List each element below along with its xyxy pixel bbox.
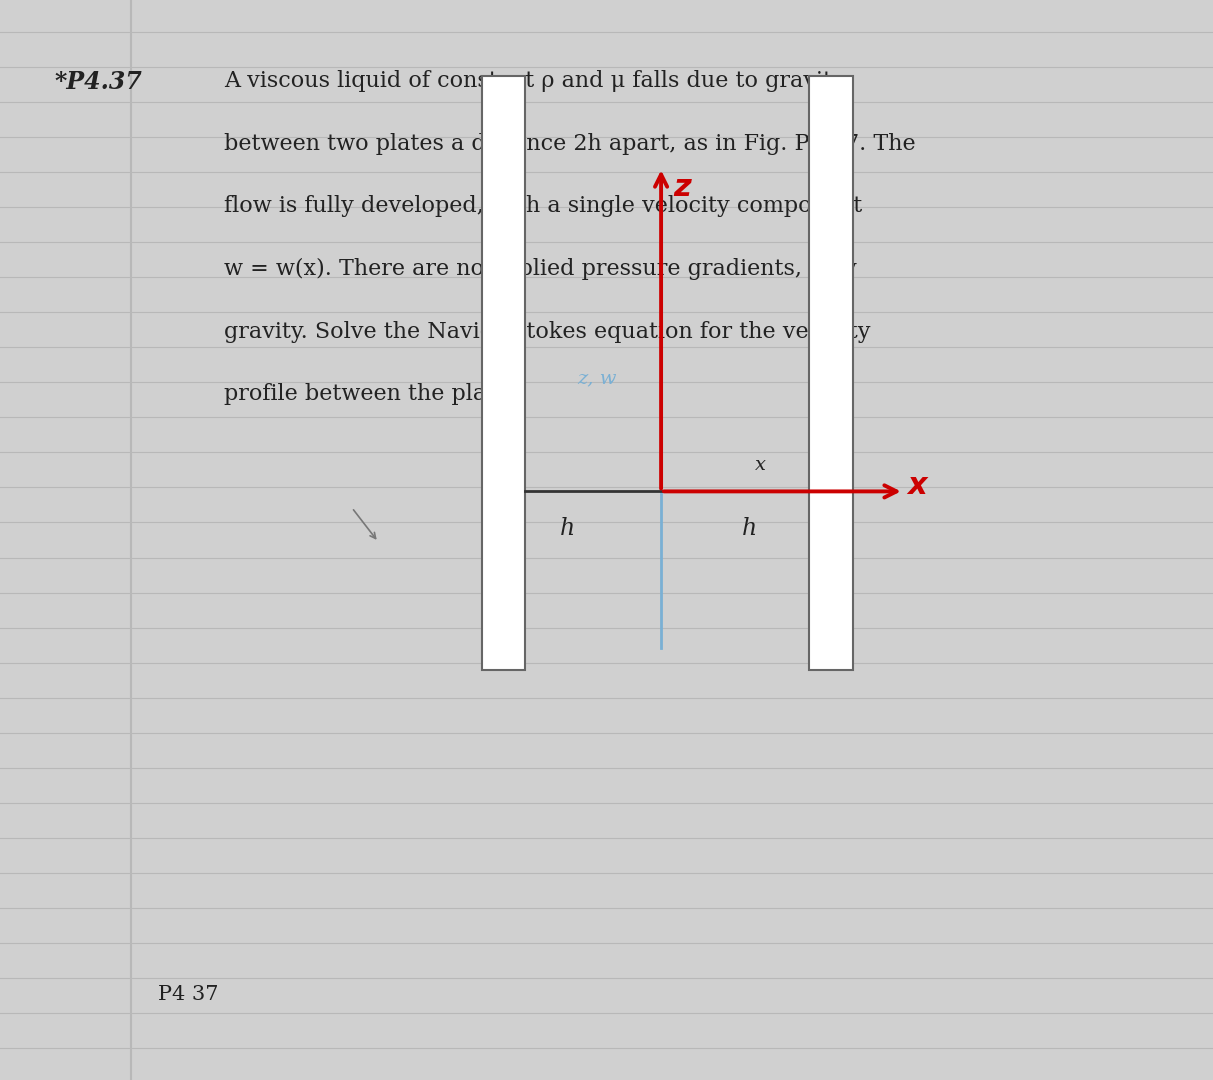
Text: flow is fully developed, with a single velocity component: flow is fully developed, with a single v… xyxy=(224,195,862,217)
Text: h: h xyxy=(742,517,757,540)
Text: z: z xyxy=(673,173,691,202)
Text: x: x xyxy=(907,472,927,500)
Bar xyxy=(482,76,525,670)
Text: profile between the plates.: profile between the plates. xyxy=(224,383,528,405)
Text: h: h xyxy=(560,517,575,540)
Text: between two plates a distance 2h apart, as in Fig. P4.37. The: between two plates a distance 2h apart, … xyxy=(224,133,916,154)
Text: A viscous liquid of constant ρ and μ falls due to gravity: A viscous liquid of constant ρ and μ fal… xyxy=(224,70,845,92)
Text: P4 37: P4 37 xyxy=(158,985,218,1004)
Text: w = w(x). There are no applied pressure gradients, only: w = w(x). There are no applied pressure … xyxy=(224,258,858,280)
Bar xyxy=(809,76,853,670)
Text: *P4.37: *P4.37 xyxy=(55,70,142,94)
Text: z, w: z, w xyxy=(577,369,616,387)
Text: x: x xyxy=(754,456,765,474)
Text: gravity. Solve the Navier-Stokes equation for the velocity: gravity. Solve the Navier-Stokes equatio… xyxy=(224,321,871,342)
